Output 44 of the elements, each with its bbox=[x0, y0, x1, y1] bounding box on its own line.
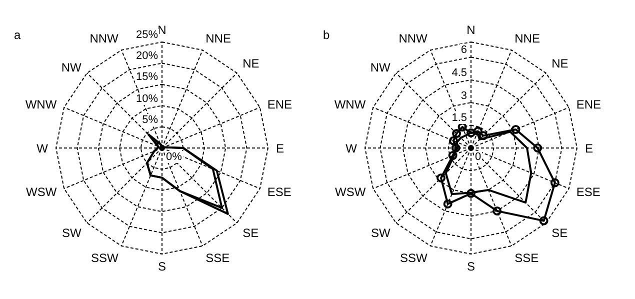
y-tick-label: 20% bbox=[134, 50, 159, 62]
spoke-label: N bbox=[466, 23, 476, 37]
spoke-label: ESE bbox=[267, 184, 292, 199]
y-tick-label: 3 bbox=[460, 90, 468, 102]
y-tick-label: 4.5 bbox=[450, 66, 468, 79]
spoke-label: NW bbox=[61, 60, 82, 75]
spoke-label: NNE bbox=[514, 32, 540, 46]
spoke-label: S bbox=[466, 260, 476, 274]
spoke-label: WSW bbox=[26, 184, 58, 199]
y-tick-label: 6 bbox=[460, 44, 468, 56]
spoke-label: WNW bbox=[334, 98, 366, 112]
spoke-label: E bbox=[276, 141, 284, 156]
y-tick-label: 5% bbox=[141, 114, 159, 126]
y-tick-label: 0 bbox=[474, 151, 482, 163]
spoke-label: W bbox=[346, 141, 358, 156]
spoke-label: SSE bbox=[206, 250, 230, 265]
spoke-label: WNW bbox=[25, 98, 58, 112]
y-tick-label: 25% bbox=[134, 29, 159, 41]
spoke-label: W bbox=[36, 141, 49, 156]
spoke-label: SSW bbox=[400, 250, 428, 265]
chart-title: a bbox=[14, 28, 21, 42]
spoke-label: NNE bbox=[206, 32, 231, 46]
spoke-label: NE bbox=[552, 56, 568, 70]
spoke-label: ENE bbox=[576, 98, 602, 112]
spoke-label: E bbox=[585, 141, 594, 156]
spoke-label: SW bbox=[371, 226, 392, 240]
spoke-label: S bbox=[158, 260, 166, 274]
spoke-label: SE bbox=[242, 226, 259, 240]
spoke-label: NNW bbox=[398, 32, 428, 46]
y-tick-label: 0% bbox=[165, 151, 183, 163]
spoke-label: NNW bbox=[90, 32, 120, 46]
spoke-label: NE bbox=[242, 56, 260, 70]
y-tick-label: 15% bbox=[134, 71, 159, 84]
spoke-label: SSW bbox=[91, 250, 120, 265]
spoke-label: WSW bbox=[335, 184, 366, 199]
spoke-label: SW bbox=[62, 226, 82, 240]
chart-title: b bbox=[323, 28, 330, 42]
spoke-label: ENE bbox=[267, 98, 292, 112]
spoke-label: SSE bbox=[514, 250, 539, 265]
spoke-label: SE bbox=[552, 226, 568, 240]
spoke-label: ESE bbox=[576, 184, 600, 199]
y-tick-label: 1.5 bbox=[450, 112, 468, 124]
spoke-label: NW bbox=[370, 60, 392, 75]
y-tick-label: 10% bbox=[134, 92, 159, 105]
